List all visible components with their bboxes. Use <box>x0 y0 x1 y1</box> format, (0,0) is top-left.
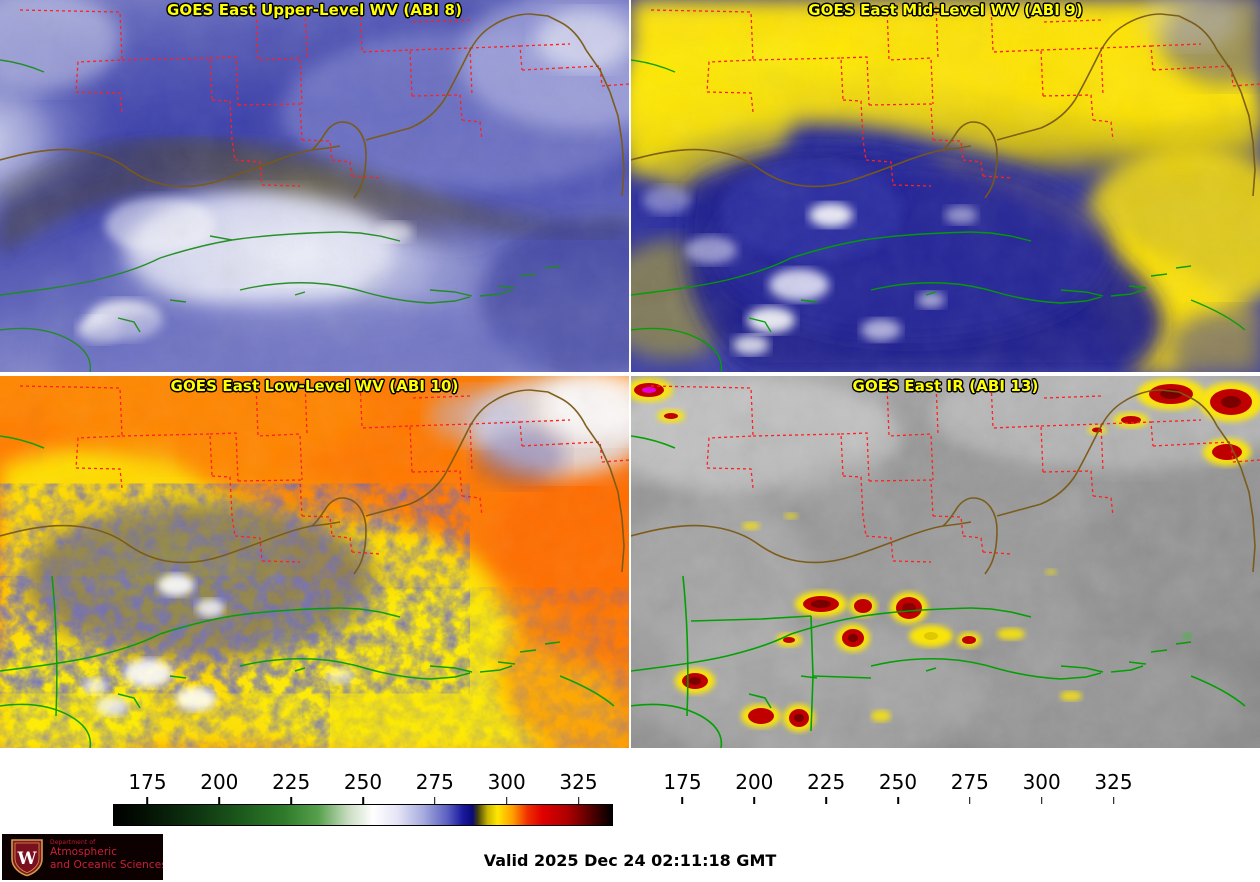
colorbar-infrared: 175 200 225 250 275 300 325 <box>630 750 1260 832</box>
colorbar-tick <box>146 797 149 804</box>
wv-mid-raster <box>631 0 1260 372</box>
colorbar-wv-tick-labels: 175 200 225 250 275 300 325 <box>0 770 630 796</box>
colorbar-tick <box>1040 797 1043 804</box>
colorbar-tick <box>362 797 364 804</box>
colorbar-tick-label: 175 <box>128 770 167 794</box>
colorbar-tick-label: 250 <box>343 770 383 794</box>
colorbar-wv-ticks <box>0 797 630 804</box>
wv-upper-raster <box>0 0 629 372</box>
footer-region: W Department of Atmospheric and Oceanic … <box>0 832 1260 882</box>
uw-aos-logo[interactable]: W Department of Atmospheric and Oceanic … <box>2 834 163 880</box>
satellite-panel-abi8[interactable]: GOES East Upper-Level WV (ABI 8) <box>0 0 629 372</box>
colorbar-region: 175 200 225 250 275 300 325 175 200 225 250 275 300… <box>0 750 1260 832</box>
colorbar-tick <box>290 797 292 804</box>
colorbar-water-vapor: 175 200 225 250 275 300 325 <box>0 750 630 832</box>
colorbar-tick-label: 200 <box>200 770 239 794</box>
colorbar-tick <box>753 797 756 804</box>
satellite-imagery-abi13 <box>631 376 1260 748</box>
colorbar-tick-label: 250 <box>878 770 918 794</box>
colorbar-wv-gradient <box>114 805 612 825</box>
colorbar-tick-label: 300 <box>487 770 526 794</box>
colorbar-tick <box>825 797 827 804</box>
colorbar-tick <box>681 797 684 804</box>
logo-name-line-1: Atmospheric <box>50 846 118 858</box>
satellite-panel-abi10[interactable]: GOES East Low-Level WV (ABI 10) <box>0 376 629 748</box>
satellite-imagery-abi8 <box>0 0 629 372</box>
colorbar-ir-tick-labels: 175 200 225 250 275 300 325 <box>630 770 1260 796</box>
svg-text:W: W <box>16 849 37 869</box>
valid-time-label: Valid 2025 Dec 24 02:11:18 GMT <box>483 851 777 870</box>
logo-department-line: Department of <box>50 839 96 846</box>
satellite-panel-abi13[interactable]: GOES East IR (ABI 13) <box>631 376 1260 748</box>
colorbar-tick-label: 325 <box>559 770 598 794</box>
colorbar-tick <box>577 797 580 804</box>
colorbar-tick-label: 175 <box>663 770 702 794</box>
colorbar-ir-ticks <box>630 797 1260 804</box>
uw-logo-text: Department of Atmospheric and Oceanic Sc… <box>50 839 163 871</box>
wv-low-raster <box>0 376 629 748</box>
colorbar-tick <box>897 797 899 804</box>
ir-raster <box>631 376 1260 748</box>
colorbar-tick <box>505 797 508 804</box>
colorbar-tick <box>434 797 436 804</box>
colorbar-tick <box>969 797 971 804</box>
colorbar-tick-label: 325 <box>1094 770 1133 794</box>
colorbar-tick-label: 225 <box>807 770 846 794</box>
colorbar-tick-label: 200 <box>735 770 774 794</box>
colorbar-tick-label: 275 <box>415 770 454 794</box>
satellite-imagery-abi10 <box>0 376 629 748</box>
satellite-imagery-abi9 <box>631 0 1260 372</box>
colorbar-tick-label: 275 <box>950 770 989 794</box>
satellite-panel-abi9[interactable]: GOES East Mid-Level WV (ABI 9) <box>631 0 1260 372</box>
colorbar-tick-label: 225 <box>272 770 311 794</box>
logo-name-line-2: and Oceanic Sciences <box>50 858 163 871</box>
uw-crest-icon: W <box>11 839 43 877</box>
colorbar-tick <box>1112 797 1115 804</box>
colorbar-tick <box>218 797 221 804</box>
colorbar-tick-label: 300 <box>1022 770 1061 794</box>
colorbar-wv-bar <box>113 804 613 826</box>
satellite-panel-grid: GOES East Upper-Level WV (ABI 8) <box>0 0 1260 750</box>
